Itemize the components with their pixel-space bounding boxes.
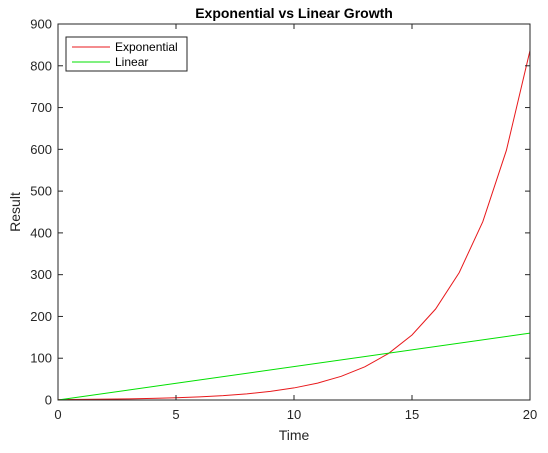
y-axis-label: Result [7, 192, 23, 232]
plot-area [58, 24, 530, 400]
x-tick-label: 15 [405, 407, 419, 422]
legend-label-linear: Linear [115, 55, 148, 69]
legend: Exponential Linear [65, 36, 188, 72]
y-tick-label: 400 [30, 225, 52, 240]
y-tick-label: 600 [30, 142, 52, 157]
y-tick-label: 500 [30, 184, 52, 199]
y-tick-label: 300 [30, 267, 52, 282]
y-tick-label: 100 [30, 351, 52, 366]
y-tick-label: 0 [45, 393, 52, 408]
legend-box [65, 36, 188, 72]
chart-title: Exponential vs Linear Growth [195, 5, 393, 21]
series-layer [57, 50, 531, 401]
series-line-exponential [57, 50, 531, 401]
y-tick-label: 900 [30, 17, 52, 32]
legend-label-exponential: Exponential [115, 40, 178, 54]
series-line-linear [57, 332, 531, 401]
x-tick-label: 20 [523, 407, 537, 422]
x-tick-label: 5 [172, 407, 179, 422]
y-tick-label: 200 [30, 309, 52, 324]
x-tick-label: 10 [287, 407, 301, 422]
x-tick-label: 0 [54, 407, 61, 422]
y-tick-label: 800 [30, 58, 52, 73]
y-tick-label: 700 [30, 100, 52, 115]
x-axis-label: Time [279, 427, 310, 443]
